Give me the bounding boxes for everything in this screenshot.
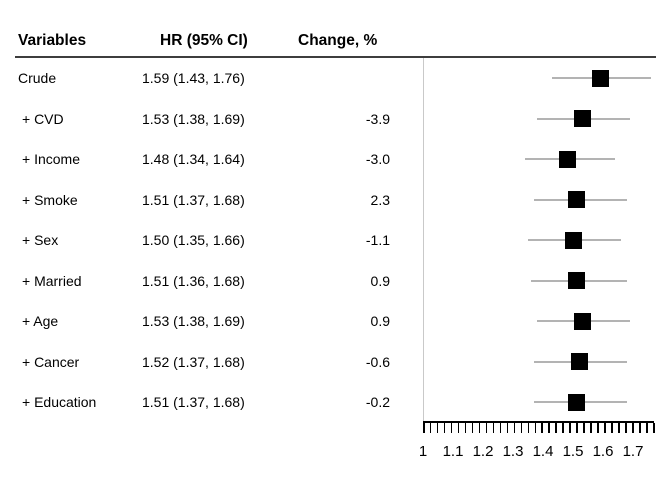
x-axis-minor-tick [548, 423, 550, 433]
row-hr-ci-value: 1.52 (1.37, 1.68) [142, 353, 245, 370]
row-change-percent [300, 68, 390, 88]
x-axis-tick-label: 1.5 [562, 443, 584, 460]
x-axis-minor-tick [499, 423, 502, 433]
x-axis-minor-tick [436, 423, 439, 433]
x-axis-tick-label: 1.1 [442, 443, 464, 460]
row-change-percent: -0.6 [365, 353, 390, 370]
row-variable-label: + CVD [22, 110, 64, 127]
hr-point-marker [567, 191, 585, 208]
row-change-percent: -0.2 [365, 394, 390, 410]
row-variable-label: + Education [22, 394, 97, 410]
x-axis-minor-tick [583, 423, 585, 433]
col-header-change: Change, % [298, 32, 378, 49]
row-variable-label: + Age [22, 313, 59, 329]
x-axis-minor-tick [541, 423, 543, 433]
x-axis-minor-tick [450, 423, 453, 433]
x-axis-minor-tick [590, 423, 592, 433]
x-axis-minor-tick [423, 423, 425, 433]
x-axis-tick-label: 1.2 [472, 443, 494, 460]
col-header-variables: Variables [18, 32, 87, 49]
row-hr-ci-value: 1.48 (1.34, 1.64) [142, 151, 245, 167]
x-axis-tick-label: 1.3 [502, 443, 524, 460]
x-axis-minor-tick [562, 423, 564, 433]
row-change-percent: -3.9 [365, 110, 390, 127]
x-axis-minor-tick [478, 423, 481, 433]
x-axis-tick-label: 1.6 [592, 443, 614, 460]
row-variable-label: + Married [22, 272, 82, 289]
x-axis-minor-tick [625, 423, 627, 433]
row-variable-label: + Smoke [22, 191, 78, 208]
x-axis-minor-tick [520, 423, 523, 433]
hr-point-marker [564, 231, 582, 249]
row-hr-ci-value: 1.51 (1.36, 1.68) [142, 272, 245, 289]
hr-point-marker [567, 272, 585, 289]
x-axis-tick-label: 1 [418, 443, 428, 460]
x-axis-minor-tick [555, 423, 557, 433]
row-variable-label: + Income [22, 151, 80, 167]
row-variable-label: + Cancer [22, 353, 80, 370]
hr-point-marker [567, 393, 585, 411]
hr-point-marker [558, 150, 576, 168]
hr-point-marker [591, 69, 609, 87]
row-hr-ci-value: 1.51 (1.37, 1.68) [142, 394, 245, 410]
x-axis-minor-tick [534, 423, 536, 433]
x-axis-tick-label: 1.7 [622, 443, 644, 460]
row-hr-ci-value: 1.50 (1.35, 1.66) [142, 232, 245, 248]
row-change-percent: 0.9 [370, 272, 390, 289]
row-variable-label: + Sex [22, 232, 59, 248]
x-axis-minor-tick [618, 423, 620, 433]
x-axis-minor-tick [646, 423, 648, 433]
row-hr-ci-value: 1.51 (1.37, 1.68) [142, 191, 245, 208]
x-axis-minor-tick [513, 423, 516, 433]
x-axis-minor-tick [464, 423, 467, 433]
x-axis-minor-tick [527, 423, 530, 433]
x-axis-minor-tick [653, 423, 655, 433]
hr-point-marker [573, 110, 591, 127]
x-axis-minor-tick [443, 423, 446, 433]
x-axis-minor-tick [639, 423, 641, 433]
row-variable-label: Crude [18, 70, 57, 86]
col-header-hr-ci: HR (95% CI) [160, 32, 248, 49]
x-axis-minor-tick [485, 423, 488, 433]
x-axis-tick-label: 1.4 [532, 443, 554, 460]
x-axis-minor-tick [506, 423, 509, 433]
x-axis-minor-tick [492, 423, 495, 433]
x-axis-minor-tick [457, 423, 460, 433]
header-rule [15, 56, 656, 58]
row-hr-ci-value: 1.53 (1.38, 1.69) [142, 110, 245, 127]
x-axis-minor-tick [604, 423, 606, 433]
x-axis: 1 1.1 1.2 1.3 1.4 1.5 1.6 1.7 [419, 421, 655, 466]
x-axis-minor-tick [429, 423, 432, 433]
row-hr-ci-value: 1.53 (1.38, 1.69) [142, 313, 245, 329]
x-axis-minor-tick [611, 423, 613, 433]
hr-point-marker [573, 312, 591, 330]
x-axis-minor-tick [471, 423, 474, 433]
x-axis-minor-tick [597, 423, 599, 433]
x-axis-line [423, 421, 654, 423]
x-axis-minor-tick [632, 423, 634, 433]
row-change-percent: 0.9 [370, 313, 390, 329]
row-change-percent: -3.0 [365, 151, 390, 167]
hr-point-marker [570, 353, 588, 370]
x-axis-minor-tick [569, 423, 571, 433]
x-axis-minor-tick [576, 423, 578, 433]
row-change-percent: 2.3 [370, 191, 390, 208]
row-change-percent: -1.1 [365, 232, 390, 248]
row-hr-ci-value: 1.59 (1.43, 1.76) [142, 70, 245, 86]
reference-line [423, 58, 424, 421]
